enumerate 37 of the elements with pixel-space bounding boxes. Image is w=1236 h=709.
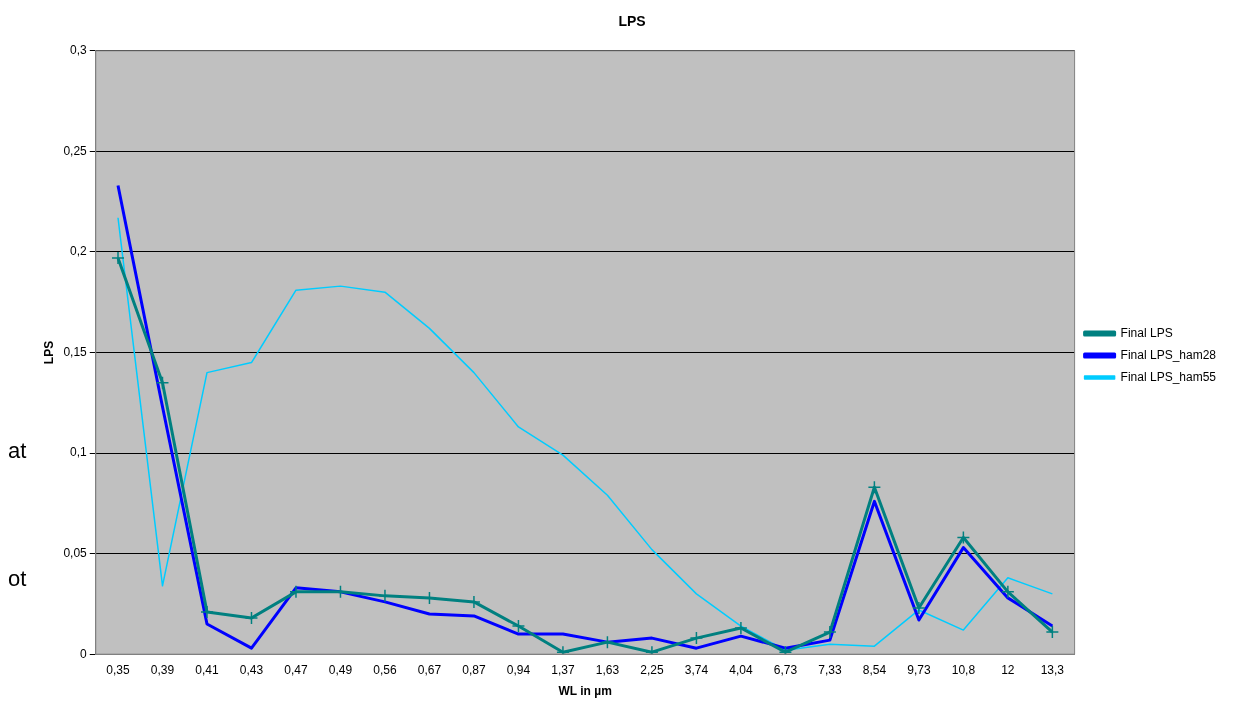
y-axis-title: LPS bbox=[41, 340, 56, 365]
x-tick-label: 0,39 bbox=[150, 662, 175, 677]
x-tick-label: 1,37 bbox=[551, 662, 575, 677]
x-tick-label: 3,74 bbox=[684, 662, 709, 677]
y-tick-label: 0,1 bbox=[70, 445, 88, 460]
x-tick-label: 0,56 bbox=[373, 662, 397, 677]
x-tick-label: 8,54 bbox=[862, 662, 887, 677]
x-tick-label: 9,73 bbox=[907, 662, 931, 677]
x-tick-label: 0,94 bbox=[506, 662, 531, 677]
legend-label: Final LPS_ham28 bbox=[1120, 347, 1217, 362]
text: at bbox=[8, 438, 27, 464]
y-tick-label: 0,25 bbox=[63, 143, 88, 158]
chart-title: LPS bbox=[618, 13, 646, 30]
x-tick-label: 0,35 bbox=[106, 662, 130, 677]
y-tick-label: 0 bbox=[80, 646, 88, 661]
y-tick-label: 0,2 bbox=[70, 244, 88, 259]
x-tick-label: 0,47 bbox=[284, 662, 308, 677]
x-tick-label: 12 bbox=[1001, 662, 1015, 677]
x-tick-label: 0,49 bbox=[328, 662, 353, 677]
x-tick-label: 0,67 bbox=[417, 662, 442, 677]
x-tick-label: 0,41 bbox=[195, 662, 219, 677]
x-tick-label: 2,25 bbox=[640, 662, 664, 677]
x-tick-label: 0,43 bbox=[239, 662, 264, 677]
x-axis-title: WL in µm bbox=[558, 684, 612, 699]
y-tick-label: 0,05 bbox=[63, 545, 88, 560]
x-tick-label: 7,33 bbox=[818, 662, 842, 677]
legend-label: Final LPS bbox=[1120, 325, 1173, 340]
x-tick-label: 13,3 bbox=[1040, 662, 1065, 677]
x-tick-label: 10,8 bbox=[951, 662, 976, 677]
y-tick-label: 0,3 bbox=[70, 43, 88, 58]
x-tick-label: 6,73 bbox=[773, 662, 798, 677]
x-tick-label: 4,04 bbox=[729, 662, 753, 677]
x-tick-label: 1,63 bbox=[595, 662, 620, 677]
y-tick-label: 0,15 bbox=[63, 344, 88, 359]
legend-label: Final LPS_ham55 bbox=[1120, 369, 1217, 384]
x-tick-label: 0,87 bbox=[462, 662, 486, 677]
text: ot bbox=[8, 566, 27, 592]
